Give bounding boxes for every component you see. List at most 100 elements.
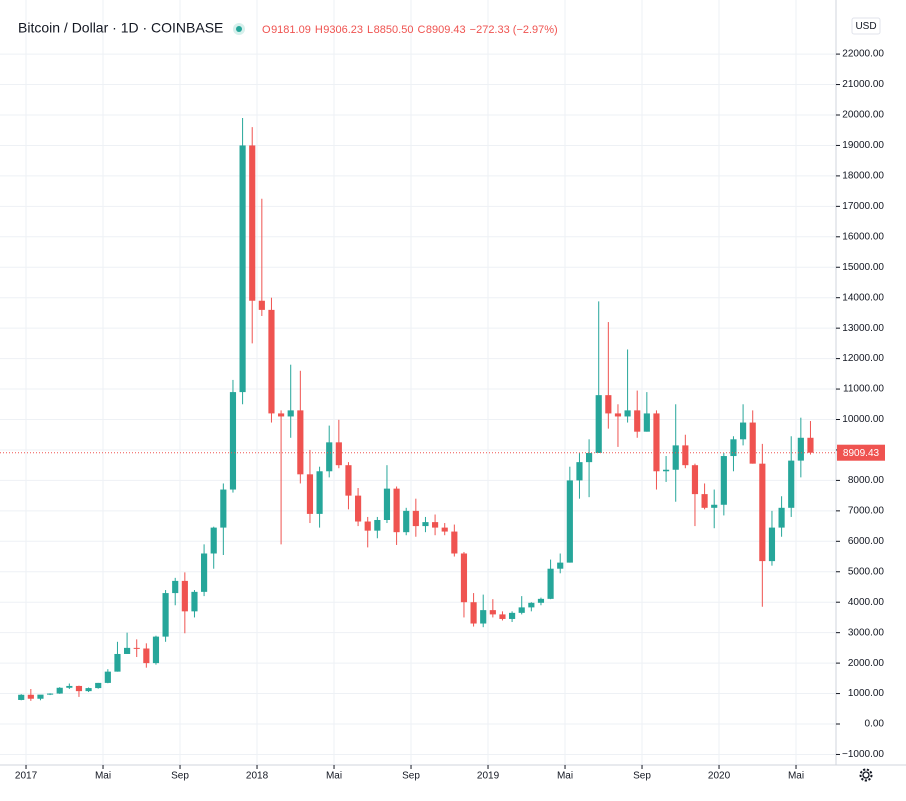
currency-label: USD <box>855 21 876 32</box>
y-tick-label: 22000.00 <box>842 49 884 60</box>
candle-body <box>480 610 487 624</box>
candle-body <box>451 531 458 554</box>
ohlc-value: 9306.23 <box>323 24 363 36</box>
currency-badge[interactable] <box>851 17 881 35</box>
candle-body <box>778 507 785 528</box>
candle-body <box>528 602 535 608</box>
candle-body <box>229 392 237 490</box>
x-tick-label: 2017 <box>15 771 38 782</box>
last-price-badge <box>837 444 885 461</box>
y-tick-label: 15000.00 <box>842 262 884 273</box>
y-tick-label: 6000.00 <box>848 536 885 547</box>
ohlc-value: 9181.09 <box>271 24 311 36</box>
candle-body <box>104 671 111 683</box>
candle-body <box>460 553 468 603</box>
ohlc-key: H <box>315 24 323 36</box>
candle-body <box>730 439 737 457</box>
candle-body <box>634 410 641 432</box>
candle-body <box>335 442 342 466</box>
candle-body <box>672 445 679 470</box>
candle-body <box>316 471 323 514</box>
candle-body <box>432 522 439 528</box>
ohlc-key: O <box>262 24 271 36</box>
candle-body <box>124 647 131 654</box>
y-tick-label: 21000.00 <box>842 79 884 90</box>
candle-body <box>85 688 92 692</box>
candle-body <box>537 598 545 603</box>
candle-body <box>133 647 140 649</box>
candle-body <box>143 648 150 664</box>
y-tick-label: 16000.00 <box>842 231 884 242</box>
status-dot <box>236 26 242 32</box>
x-tick-label: 2018 <box>246 771 269 782</box>
candle-body <box>749 422 756 464</box>
x-tick-label: Sep <box>633 771 651 782</box>
y-tick-label: 20000.00 <box>842 110 884 121</box>
candle-body <box>595 395 602 453</box>
candle-body <box>393 488 400 533</box>
candle-body <box>788 460 795 508</box>
grid <box>0 0 836 765</box>
settings-icon[interactable] <box>859 768 873 782</box>
candle-body <box>383 488 391 520</box>
candle-body <box>614 413 622 417</box>
candle-body <box>441 527 448 532</box>
ohlc-value: 8909.43 <box>426 24 466 36</box>
y-tick-label: 18000.00 <box>842 171 884 182</box>
candle-body <box>210 527 217 554</box>
candle-body <box>412 510 419 527</box>
x-tick-label: 2019 <box>477 771 500 782</box>
candle-body <box>605 395 612 414</box>
last-price-label: 8909.43 <box>843 448 880 459</box>
y-tick-label: −1000.00 <box>842 749 884 760</box>
candle-body <box>691 465 699 495</box>
candle-body <box>518 607 525 613</box>
candle-body <box>162 593 169 637</box>
candle-body <box>66 685 73 688</box>
symbol-title: Bitcoin / Dollar · 1D · COINBASE <box>18 20 223 36</box>
candle-body <box>624 410 631 417</box>
candle-body <box>489 610 496 615</box>
y-tick-label: 19000.00 <box>842 140 884 151</box>
change-value: −272.33 (−2.97%) <box>470 24 558 36</box>
y-tick-label: 5000.00 <box>848 566 885 577</box>
candle-body <box>509 612 516 619</box>
candle-body <box>759 463 766 562</box>
x-tick-label: 2020 <box>708 771 731 782</box>
candle-body <box>37 694 44 699</box>
x-tick-label: Mai <box>95 771 111 782</box>
candle-body <box>191 591 198 612</box>
candle-body <box>547 568 554 599</box>
candle-body <box>249 145 256 301</box>
candle-body <box>768 527 776 562</box>
candle-body <box>326 442 333 472</box>
candle-body <box>566 480 573 563</box>
candle-body <box>740 422 747 440</box>
candle-body <box>643 413 650 432</box>
ohlc-value: 8850.50 <box>374 24 414 36</box>
y-tick-label: 0.00 <box>865 719 885 730</box>
candle-body <box>114 653 121 672</box>
candle-body <box>201 553 208 592</box>
candle-body <box>576 462 583 481</box>
candles <box>0 118 836 701</box>
candle-body <box>422 522 429 527</box>
candle-body <box>56 687 63 694</box>
candle-body <box>807 437 814 453</box>
candle-body <box>653 413 660 472</box>
candle-body <box>797 437 804 461</box>
candle-body <box>364 521 371 531</box>
candle-body <box>172 580 179 594</box>
candle-body <box>682 445 689 466</box>
y-tick-label: 1000.00 <box>848 688 885 699</box>
y-tick-label: 13000.00 <box>842 323 884 334</box>
candle-body <box>345 465 352 496</box>
y-tick-label: 4000.00 <box>848 597 885 608</box>
candle-body <box>152 636 160 664</box>
ohlc-key: C <box>417 24 425 36</box>
candle-body <box>181 580 188 612</box>
candle-body <box>557 562 564 569</box>
candle-body <box>663 469 670 472</box>
